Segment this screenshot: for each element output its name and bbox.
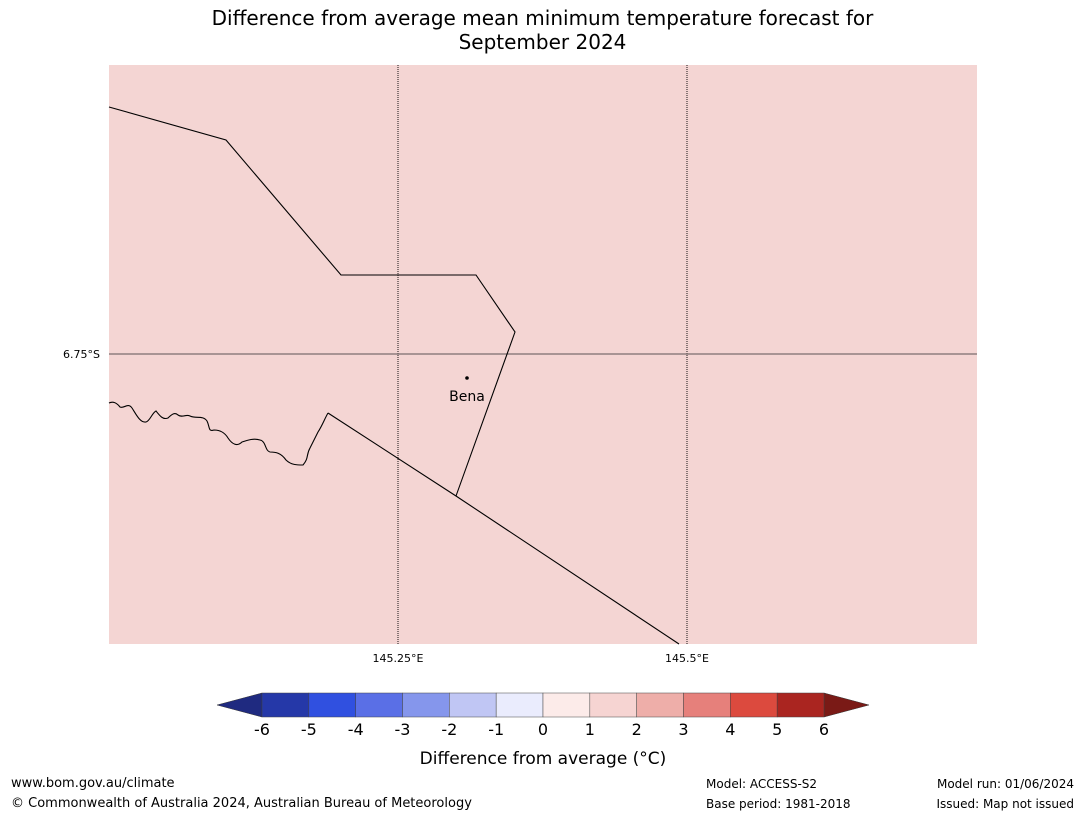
province-border-south (327, 412, 680, 645)
colorbar-segment (730, 692, 778, 718)
colorbar-tick-label: -5 (301, 720, 317, 739)
colorbar-tick-label: 0 (538, 720, 548, 739)
colorbar-segment (683, 692, 731, 718)
map-title-line-2: September 2024 (458, 30, 627, 54)
colorbar-under-arrow (216, 692, 263, 718)
longitude-label-145.5e: 145.5°E (665, 652, 709, 665)
footer-issued: Issued: Map not issued (936, 797, 1074, 811)
colorbar-tick-label: -4 (348, 720, 364, 739)
province-border-north (108, 106, 516, 497)
colorbar-segment (308, 692, 356, 718)
colorbar-tick-label: -2 (441, 720, 457, 739)
bena-marker-icon (465, 376, 469, 380)
footer-base-period: Base period: 1981-2018 (706, 797, 851, 811)
footer-model-run: Model run: 01/06/2024 (936, 777, 1074, 791)
colorbar-tick-label: -6 (254, 720, 270, 739)
colorbar-tick-label: 5 (772, 720, 782, 739)
colorbar-segment (589, 692, 637, 718)
colorbar-tick-label: -3 (395, 720, 411, 739)
footer-model: Model: ACCESS-S2 (706, 777, 818, 791)
colorbar: -6 -5 -4 -3 -2 -1 0 1 2 3 4 5 6 (216, 692, 870, 739)
footer-copyright: © Commonwealth of Australia 2024, Austra… (11, 796, 472, 811)
colorbar-tick-label: 4 (725, 720, 735, 739)
latitude-label-6.75s: 6.75°S (63, 348, 100, 361)
longitude-label-145.25e: 145.25°E (373, 652, 424, 665)
colorbar-label: Difference from average (°C) (420, 749, 667, 769)
map-title-line-1: Difference from average mean minimum tem… (211, 6, 874, 30)
colorbar-tick-label: 1 (585, 720, 595, 739)
colorbar-tick-label: -1 (488, 720, 504, 739)
river-line (108, 401, 329, 466)
colorbar-segment (636, 692, 684, 718)
colorbar-segment (261, 692, 310, 718)
colorbar-segment (776, 692, 825, 718)
colorbar-segment (402, 692, 450, 718)
colorbar-tick-label: 6 (819, 720, 829, 739)
colorbar-over-arrow (823, 692, 870, 718)
colorbar-segment (495, 692, 544, 718)
bena-label: Bena (449, 389, 485, 405)
footer-website: www.bom.gov.au/climate (11, 776, 175, 791)
map-title: Difference from average mean minimum tem… (0, 6, 1085, 54)
colorbar-segment (355, 692, 403, 718)
colorbar-segment (449, 692, 497, 718)
colorbar-tick-label: 3 (678, 720, 688, 739)
colorbar-tick-label: 2 (632, 720, 642, 739)
colorbar-segment (542, 692, 591, 718)
